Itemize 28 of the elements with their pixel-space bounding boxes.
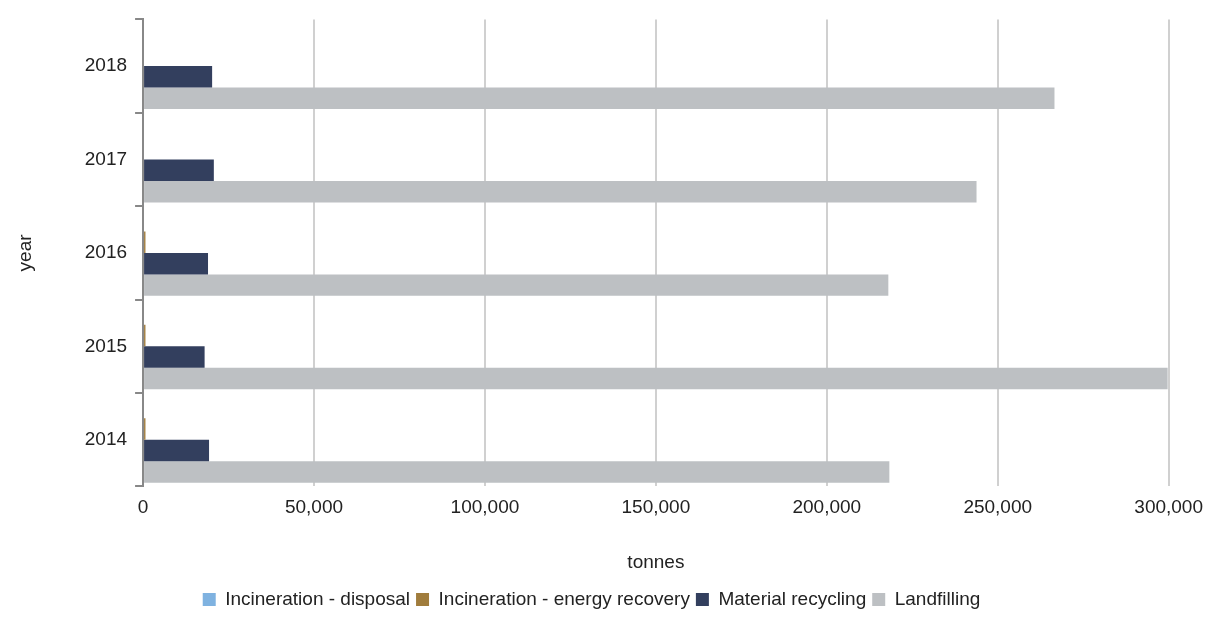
x-axis-title: tonnes — [627, 550, 685, 572]
x-tick-label: 0 — [137, 496, 149, 518]
bar — [144, 367, 1168, 390]
bar — [144, 180, 977, 203]
x-tick-label: 50,000 — [284, 496, 344, 518]
bar — [144, 66, 213, 88]
bar — [144, 461, 890, 483]
y-tick-label: 2018 — [84, 54, 128, 76]
bar — [144, 87, 1055, 110]
x-tick-label: 150,000 — [621, 496, 691, 518]
x-tick-label: 250,000 — [963, 496, 1033, 518]
y-tick-label: 2015 — [84, 334, 128, 356]
x-tick-label: 200,000 — [792, 496, 862, 518]
bar — [144, 159, 214, 181]
x-tick-label: 100,000 — [450, 496, 520, 518]
y-tick-label: 2016 — [84, 241, 128, 263]
x-tick-label: 300,000 — [1134, 496, 1203, 518]
y-tick-label: 2014 — [84, 427, 128, 449]
legend-label: Landfilling — [894, 587, 981, 609]
legend-label: Incineration - disposal — [225, 587, 411, 609]
y-axis-title: year — [13, 233, 35, 272]
y-tick-label: 2017 — [84, 147, 128, 169]
bar — [144, 439, 210, 462]
bar — [144, 274, 889, 296]
bar — [144, 252, 209, 275]
legend-label: Material recycling — [718, 587, 867, 609]
legend-label: Incineration - energy recovery — [438, 587, 691, 609]
bar — [144, 346, 205, 368]
